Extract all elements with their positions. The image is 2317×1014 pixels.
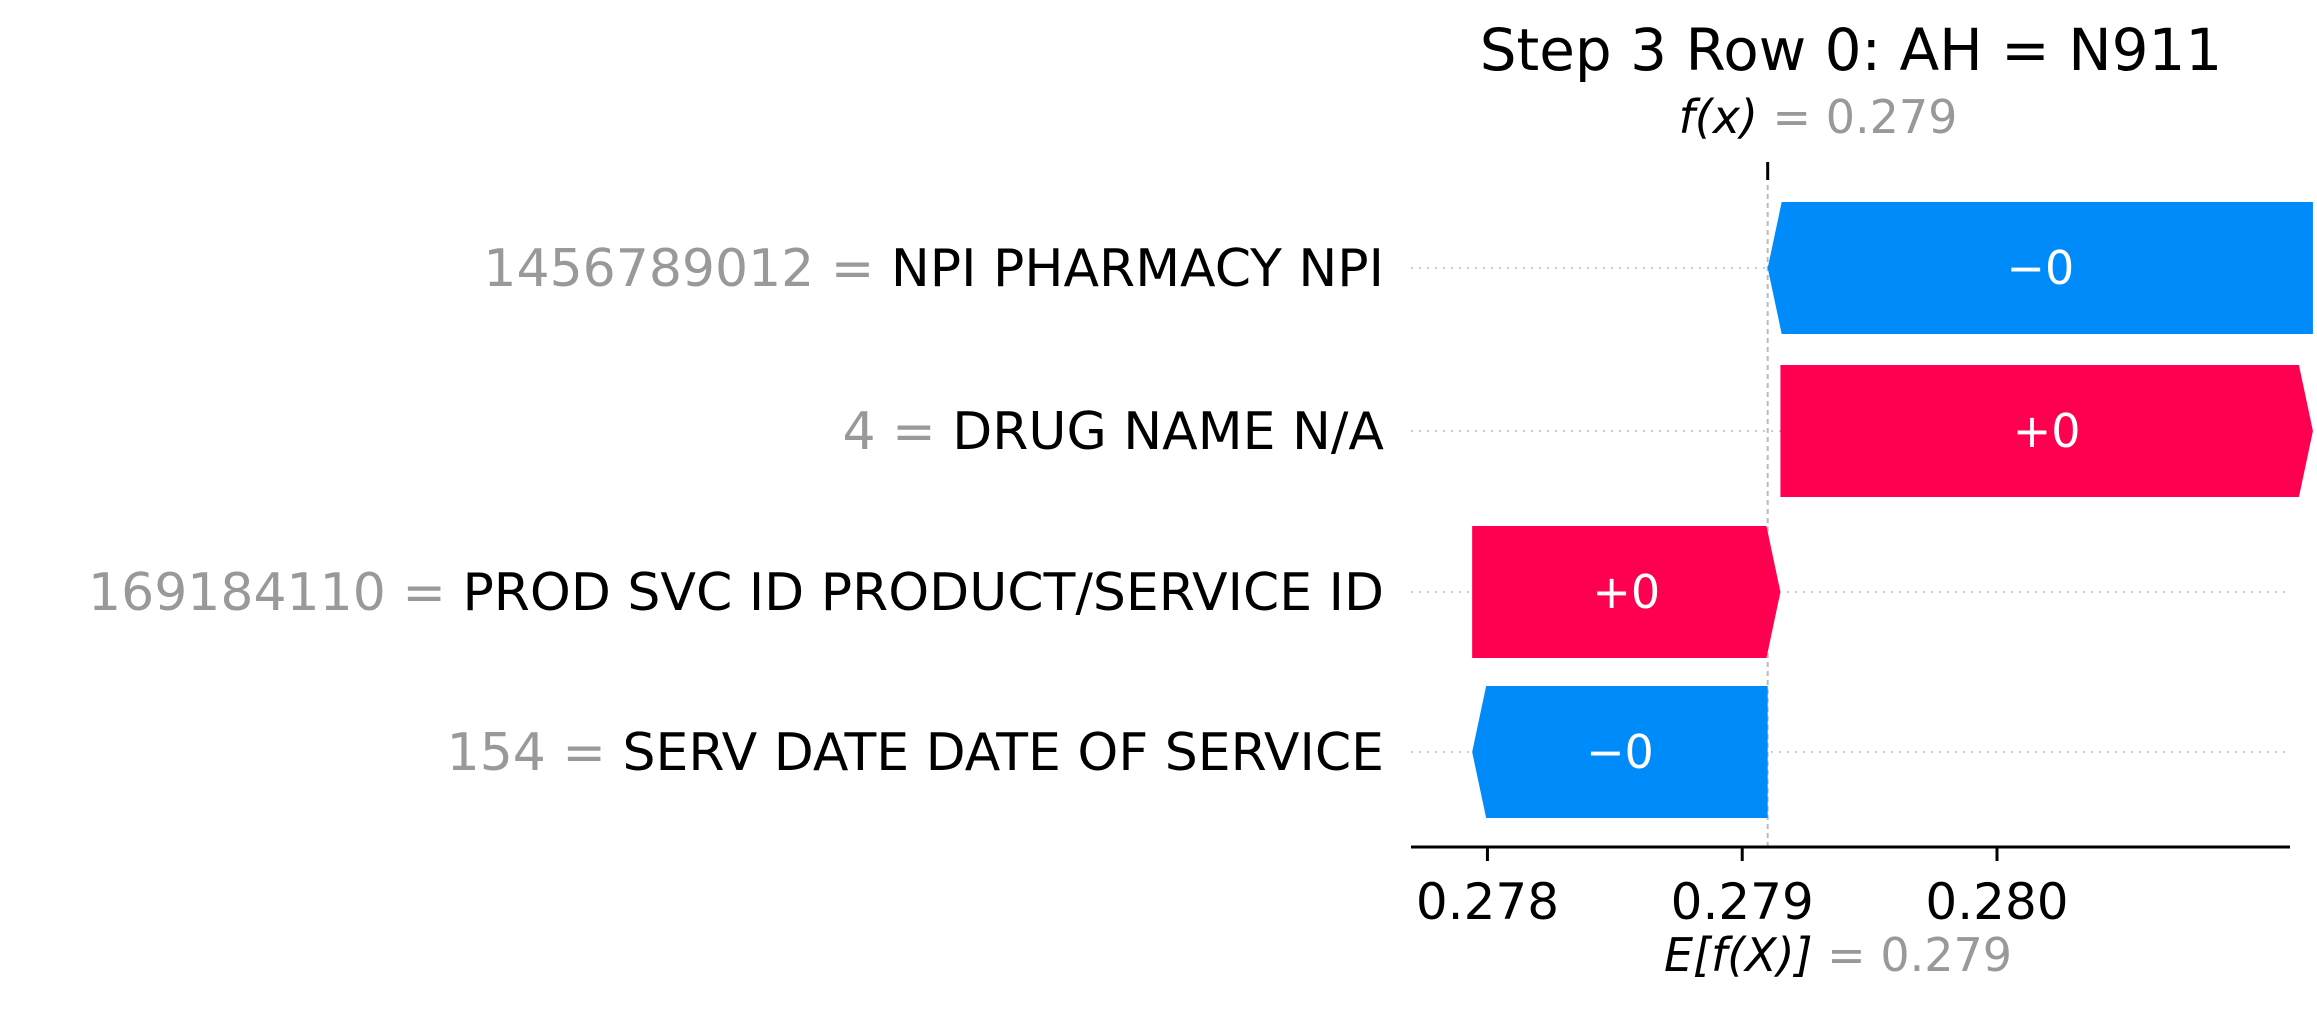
efx-annotation: E[f(X)] = 0.279 [1664,928,2012,982]
feature-name: SERV DATE DATE OF SERVICE [623,723,1384,783]
feature-value: 1456789012 [483,239,814,299]
bar-label: −0 [1586,725,1654,779]
x-axis-ticks: 0.278 0.279 0.280 [1416,847,2069,931]
bars: −0 +0 +0 −0 [1472,202,2313,818]
efx-label: E[f(X)] [1664,928,1813,982]
feature-equals: = [386,563,463,623]
feature-equals: = [546,723,623,783]
bar-positive [1472,526,1781,658]
fx-value: 0.279 [1826,90,1958,144]
bar-label: +0 [2013,404,2081,458]
feature-name: PROD SVC ID PRODUCT/SERVICE ID [462,563,1384,623]
fx-label: f(x) [1679,90,1758,144]
x-tick-label: 0.279 [1671,873,1814,931]
feature-name: DRUG NAME N/A [952,402,1384,462]
bar-label: +0 [1592,565,1660,619]
feature-value: 4 [842,402,875,462]
bar-negative [1472,686,1768,818]
feature-value: 154 [447,723,546,783]
bar-negative [1767,202,2313,334]
row-gridlines [1411,267,2290,753]
bar-label: −0 [2006,241,2074,295]
fx-equals: = [1758,90,1826,144]
chart-title: Step 3 Row 0: AH = N911 [1480,16,2223,84]
feature-label: 154 = SERV DATE DATE OF SERVICE [447,723,1384,783]
bar-positive [1780,365,2313,497]
feature-labels: 1456789012 = NPI PHARMACY NPI 4 = DRUG NA… [88,239,1384,783]
x-tick-label: 0.280 [1925,873,2068,931]
fx-annotation: f(x) = 0.279 [1679,90,1958,144]
feature-label: 4 = DRUG NAME N/A [842,402,1384,462]
efx-equals: = [1813,928,1881,982]
efx-value: 0.279 [1880,928,2012,982]
feature-value: 169184110 [88,563,386,623]
feature-equals: = [876,402,953,462]
x-tick-label: 0.278 [1416,873,1559,931]
feature-label: 1456789012 = NPI PHARMACY NPI [483,239,1384,299]
feature-name: NPI PHARMACY NPI [891,239,1384,299]
feature-label: 169184110 = PROD SVC ID PRODUCT/SERVICE … [88,563,1384,623]
feature-equals: = [814,239,891,299]
